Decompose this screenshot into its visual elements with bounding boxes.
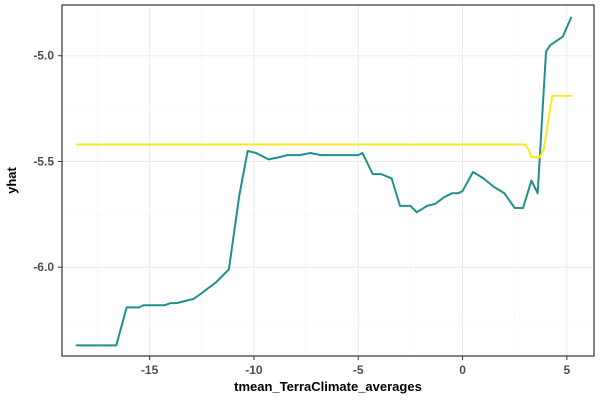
axis-ticks: -15 -10 -5 0 5 -6.0 -5.5 -5.0 <box>33 49 570 377</box>
y-tick-label: -6.0 <box>33 260 54 274</box>
y-tick-label: -5.5 <box>33 154 54 168</box>
series-line-1 <box>75 16 573 347</box>
data-series <box>75 16 573 347</box>
x-tick-label: 0 <box>459 363 466 377</box>
x-axis-title: tmean_TerraClimate_averages <box>234 379 422 394</box>
y-tick-label: -5.0 <box>33 49 54 63</box>
grid-lines <box>62 5 594 356</box>
x-tick-label: -10 <box>245 363 263 377</box>
x-tick-label: 5 <box>564 363 571 377</box>
x-tick-label: -15 <box>141 363 159 377</box>
x-tick-label: -5 <box>353 363 364 377</box>
panel-border <box>61 4 595 357</box>
series-line-2 <box>75 94 573 159</box>
y-axis-title: yhat <box>4 166 19 193</box>
